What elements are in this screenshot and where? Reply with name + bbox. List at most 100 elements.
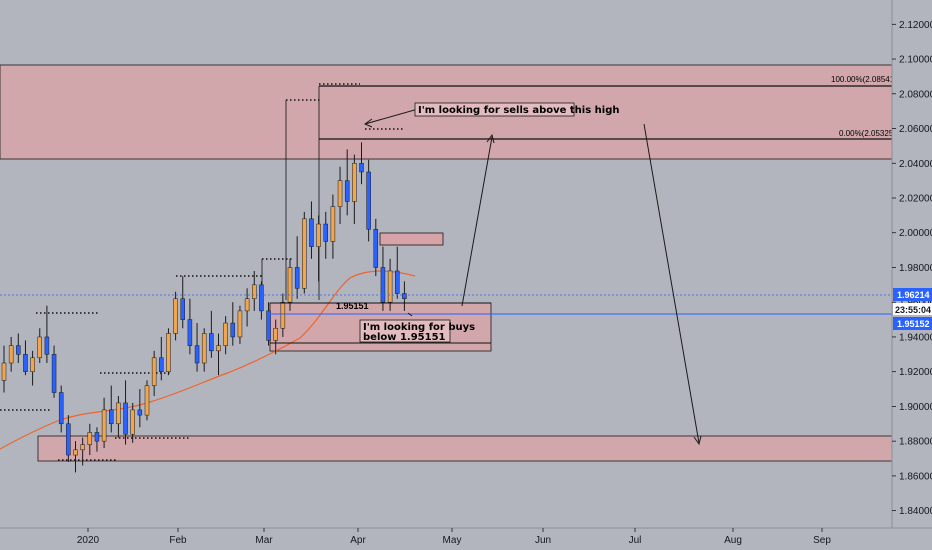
time-scale-ticks: 2020 Feb Mar Apr May Jun Jul Aug Sep	[77, 528, 831, 546]
candle-body	[352, 163, 357, 202]
price-tick-label: 1.86000	[899, 471, 932, 482]
candle-body	[387, 270, 393, 303]
candle-body	[16, 345, 21, 355]
candle-body	[344, 180, 350, 202]
candle	[380, 246, 386, 311]
candle-body	[130, 409, 135, 435]
candle-body	[216, 345, 221, 352]
candle-body	[30, 357, 35, 372]
price-tick-label: 1.84000	[899, 506, 932, 517]
candle	[201, 328, 207, 372]
time-tick-label: Feb	[169, 535, 187, 546]
candle-body	[323, 223, 328, 242]
candle-body	[94, 432, 100, 442]
candle-body	[337, 180, 343, 207]
candle	[87, 423, 93, 456]
candle-body	[366, 171, 371, 230]
candle	[8, 336, 14, 372]
candle-body	[87, 432, 93, 445]
candle	[302, 211, 307, 294]
candle	[166, 328, 171, 376]
time-tick-label: Aug	[724, 535, 742, 546]
candle-body	[201, 333, 207, 364]
time-tick-label: 2020	[77, 535, 100, 546]
buy-note-line2: below 1.95151	[363, 332, 446, 343]
candle-body	[237, 310, 243, 338]
candle	[244, 288, 250, 327]
candle-body	[380, 267, 386, 303]
candle	[101, 397, 107, 449]
candle	[259, 281, 264, 320]
candle	[344, 149, 350, 216]
price-tick-label: 2.06000	[899, 124, 932, 135]
candle	[66, 415, 71, 462]
candle-body	[244, 298, 250, 312]
candle	[151, 350, 157, 396]
price-scale[interactable]	[892, 0, 932, 528]
level-price-tag: 1.95152	[893, 317, 932, 330]
current-price-value: 1.96214	[897, 290, 930, 300]
candle-body	[123, 402, 128, 435]
candle-body	[137, 409, 143, 416]
candle	[337, 166, 343, 225]
candle	[94, 427, 100, 452]
candle	[73, 441, 78, 473]
price-tick-label: 1.90000	[899, 402, 932, 413]
time-tick-label: Jun	[535, 535, 551, 546]
sell-annotation[interactable]: I'm looking for sells above this high	[414, 102, 620, 117]
candle-body	[194, 345, 200, 364]
candle-body	[395, 270, 400, 294]
candle	[37, 328, 42, 363]
candle	[44, 305, 50, 363]
candle-body	[8, 345, 14, 364]
candle-body	[58, 392, 64, 425]
candle	[123, 380, 128, 445]
candle	[130, 402, 135, 443]
candle-body	[252, 284, 257, 299]
buy-annotation[interactable]: I'm looking for buys below 1.95151	[359, 319, 475, 343]
fib-0-label: 0.00%(2.05325)	[839, 129, 896, 138]
candle-body	[266, 310, 271, 341]
candle	[23, 340, 28, 376]
candle	[359, 142, 364, 185]
price-tick-label: 2.02000	[899, 194, 932, 205]
support-zone-bottom	[37, 435, 893, 462]
candle-body	[302, 218, 307, 289]
candle-body	[80, 444, 85, 451]
candle	[330, 194, 336, 259]
candle	[387, 258, 393, 311]
time-tick-label: Sep	[813, 535, 831, 546]
candle-body	[73, 449, 78, 456]
candle-body	[280, 301, 286, 329]
time-tick-label: May	[443, 535, 462, 546]
candle	[209, 310, 214, 358]
candle	[273, 319, 278, 355]
candle	[58, 385, 64, 433]
candle	[137, 389, 143, 428]
candle-body	[287, 267, 293, 303]
buy-note-line1: I'm looking for buys	[363, 322, 475, 333]
time-scale[interactable]	[0, 528, 932, 550]
candle-body	[316, 223, 321, 247]
candle-body	[51, 354, 57, 393]
time-tick-label: Mar	[255, 535, 273, 546]
candle	[173, 291, 178, 341]
candle-body	[173, 298, 178, 334]
candle	[187, 298, 193, 355]
candle	[352, 154, 357, 225]
projection-arrows	[363, 108, 702, 446]
candle	[366, 159, 371, 242]
candle	[159, 336, 164, 381]
price-scale-ticks: 2.12000 2.10000 2.08000 2.06000 2.04000 2.020…	[892, 20, 932, 517]
candle-body	[259, 284, 264, 312]
price-tick-label: 2.08000	[899, 89, 932, 100]
price-tick-label: 1.98000	[899, 263, 932, 274]
candles	[1, 142, 407, 473]
candle	[116, 396, 121, 438]
candle-body	[101, 409, 107, 442]
candle-body	[37, 336, 42, 359]
current-price-tag: 1.96214	[893, 288, 932, 301]
countdown-tag: 23:55:04	[893, 303, 932, 315]
candle	[280, 293, 286, 337]
